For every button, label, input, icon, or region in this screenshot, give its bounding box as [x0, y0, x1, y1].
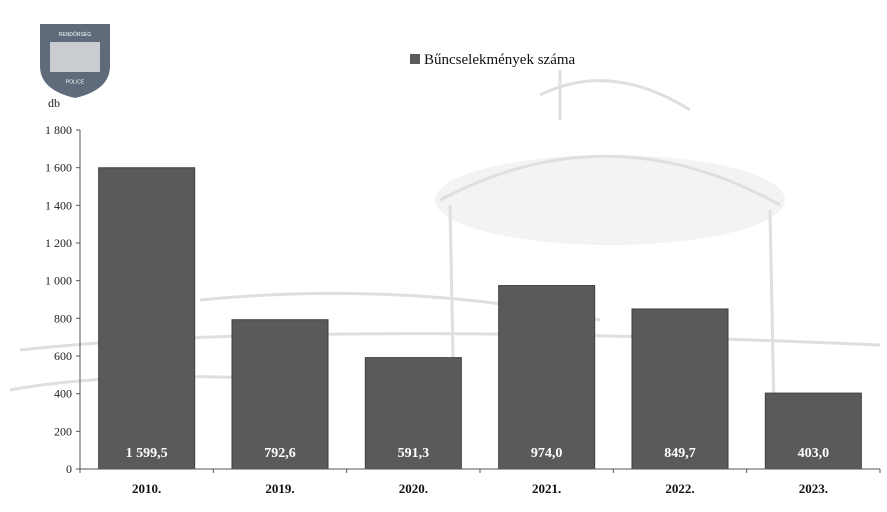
y-tick-label: 1 800	[45, 123, 72, 137]
data-label: 792,6	[264, 446, 296, 461]
x-tick-label: 2021.	[532, 481, 561, 496]
legend-label: Bűncselekmények száma	[424, 52, 576, 68]
y-tick-label: 1 400	[45, 198, 72, 212]
police-crest-icon: RENDŐRSÉG POLICE	[40, 24, 110, 98]
x-tick-label: 2019.	[265, 481, 294, 496]
y-tick-label: 400	[54, 387, 72, 401]
bar-2022	[631, 308, 729, 470]
y-tick-label: 1 200	[45, 236, 72, 250]
logo-text-bottom: POLICE	[66, 80, 85, 86]
legend-swatch	[410, 54, 420, 64]
bar-2021	[498, 285, 596, 470]
bars: 1 599,5 792,6 591,3 974,0 849,7 403,0	[98, 167, 862, 470]
x-tick-label: 2022.	[665, 481, 694, 496]
y-axis: 0 200 400 600 800 1 000 1 200 1 400 1 600 1 800	[45, 123, 81, 476]
data-label: 403,0	[798, 446, 830, 461]
logo-text-top: RENDŐRSÉG	[59, 31, 91, 38]
x-tick-label: 2010.	[132, 481, 161, 496]
x-tick-label: 2020.	[399, 481, 428, 496]
y-tick-label: 1 000	[45, 274, 72, 288]
data-label: 974,0	[531, 446, 563, 461]
y-tick-label: 0	[66, 462, 72, 476]
y-tick-label: 800	[54, 311, 72, 325]
y-tick-label: 200	[54, 424, 72, 438]
bar-2019	[231, 319, 329, 470]
y-axis-unit: db	[48, 96, 60, 110]
data-label: 849,7	[664, 446, 696, 461]
x-tick-label: 2023.	[799, 481, 828, 496]
data-label: 591,3	[398, 446, 430, 461]
bar-2023	[764, 392, 862, 470]
x-axis: 2010. 2019. 2020. 2021. 2022. 2023.	[79, 468, 881, 496]
y-tick-label: 1 600	[45, 161, 72, 175]
bar-2010	[98, 167, 196, 470]
data-label: 1 599,5	[126, 446, 168, 461]
y-tick-label: 600	[54, 349, 72, 363]
bar-2020	[364, 357, 462, 470]
legend: Bűncselekmények száma	[410, 52, 576, 68]
